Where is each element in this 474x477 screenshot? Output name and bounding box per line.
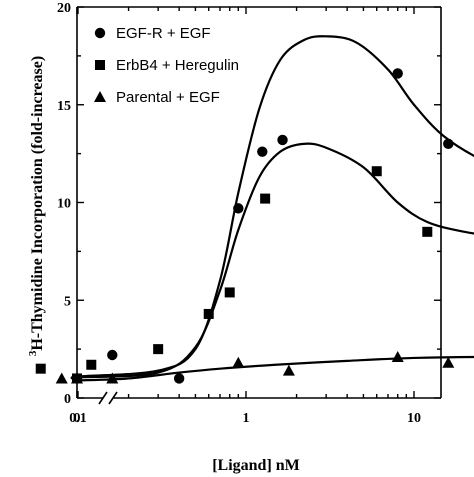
y-axis-title: 3H-Thymidine Incorporation (fold-increas… <box>27 56 46 356</box>
y-axis-title-superscript: 3 <box>27 350 39 356</box>
x-tick-label: 0 <box>74 411 81 426</box>
data-points <box>35 68 455 384</box>
data-point-square <box>203 308 214 319</box>
y-tick-label: 15 <box>57 99 71 114</box>
y-tick-label: 10 <box>57 197 71 212</box>
y-tick-label: 20 <box>57 1 71 16</box>
legend-label: EGF-R + EGF <box>116 25 211 42</box>
data-point-circle <box>107 349 118 361</box>
data-point-square <box>224 287 235 298</box>
data-point-triangle <box>71 372 83 384</box>
legend-label: Parental + EGF <box>116 89 220 106</box>
data-point-circle <box>233 203 244 214</box>
legend-marker-triangle <box>94 91 106 102</box>
data-point-circle <box>257 146 268 157</box>
fit-curve-triangle <box>72 355 474 382</box>
data-point-square <box>371 166 382 177</box>
x-tick-label: 0.1 <box>69 411 87 426</box>
y-tick-label: 5 <box>64 294 71 309</box>
legend-marker-square <box>95 60 105 70</box>
data-point-triangle <box>442 356 455 368</box>
data-point-triangle <box>232 356 245 368</box>
y-tick-label: 0 <box>64 392 71 407</box>
data-point-square <box>153 344 164 355</box>
fit-curve-circle <box>70 35 474 380</box>
data-point-square <box>86 359 97 370</box>
axis-break-mark <box>98 391 108 405</box>
x-axis-title: [Ligand] nM <box>212 457 300 474</box>
legend-marker-circle <box>94 27 106 39</box>
data-point-triangle <box>55 372 68 384</box>
x-tick-label: 1 <box>243 411 250 426</box>
data-point-circle <box>443 138 454 150</box>
data-point-circle <box>392 68 403 79</box>
y-axis-title-text: H-Thymidine Incorporation (fold-increase… <box>29 56 46 351</box>
data-point-triangle <box>106 372 119 384</box>
fit-curves <box>70 35 474 382</box>
data-point-circle <box>173 373 185 384</box>
data-point-square <box>422 226 433 237</box>
data-point-triangle <box>282 364 295 376</box>
data-point-square <box>260 193 271 204</box>
legend: EGF-R + EGF ErbB4 + Heregulin Parental + E… <box>94 25 239 106</box>
data-point-circle <box>277 134 288 146</box>
x-tick-label: 10 <box>407 411 421 426</box>
axis-break-mark <box>108 391 118 405</box>
data-point-square <box>35 363 46 374</box>
fit-curve-square <box>70 142 474 380</box>
data-point-triangle <box>391 350 404 362</box>
legend-label: ErbB4 + Heregulin <box>116 57 239 74</box>
